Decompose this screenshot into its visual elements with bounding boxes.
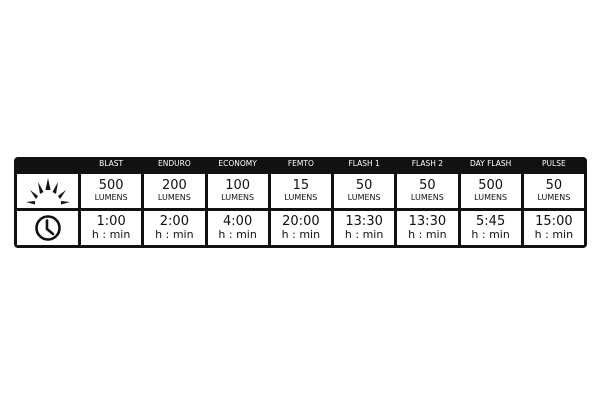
runtime-value: 13:30 bbox=[345, 214, 383, 229]
sun-rays-icon bbox=[25, 178, 70, 205]
runtime-cell: 4:00 h : min bbox=[207, 211, 268, 245]
mode-header: DAY FLASH bbox=[469, 159, 512, 168]
lumens-unit: LUMENS bbox=[157, 193, 191, 202]
lumens-value: 500 bbox=[98, 178, 124, 193]
mode-header: FEMTO bbox=[287, 159, 314, 168]
runtime-cell: 5:45 h : min bbox=[460, 211, 521, 245]
runtime-cell: 15:00 h : min bbox=[523, 211, 584, 245]
brightness-icon-cell bbox=[17, 174, 78, 208]
runtime-cell: 1:00 h : min bbox=[81, 211, 142, 245]
lumens-unit: LUMENS bbox=[347, 193, 381, 202]
lumens-unit: LUMENS bbox=[284, 193, 318, 202]
mode-header: PULSE bbox=[542, 159, 566, 168]
mode-header: BLAST bbox=[99, 159, 124, 168]
lumens-cell: 500 LUMENS bbox=[81, 174, 142, 208]
runtime-value: 20:00 bbox=[282, 214, 320, 229]
light-modes-table: BLAST ENDURO ECONOMY FEMTO FLASH 1 FLASH 2 DAY… bbox=[14, 157, 587, 248]
runtime-cell: 13:30 h : min bbox=[334, 211, 395, 245]
runtime-value: 15:00 bbox=[535, 214, 573, 229]
mode-header: FLASH 2 bbox=[411, 159, 444, 168]
runtime-cell: 13:30 h : min bbox=[397, 211, 458, 245]
lumens-value: 200 bbox=[161, 178, 187, 193]
runtime-unit: h : min bbox=[91, 228, 131, 241]
runtime-unit: h : min bbox=[471, 228, 510, 241]
runtime-value: 5:45 bbox=[476, 214, 506, 229]
lumens-cell: 15 LUMENS bbox=[270, 174, 331, 208]
mode-header: ECONOMY bbox=[218, 159, 257, 168]
runtime-value: 13:30 bbox=[408, 214, 447, 229]
lumens-value: 50 bbox=[545, 178, 563, 193]
runtime-cell: 20:00 h : min bbox=[270, 211, 331, 245]
runtime-unit: h : min bbox=[155, 228, 194, 241]
lumens-cell: 50 LUMENS bbox=[523, 174, 584, 208]
runtime-unit: h : min bbox=[534, 228, 574, 241]
clock-icon bbox=[34, 215, 61, 241]
lumens-value: 100 bbox=[225, 178, 251, 193]
runtime-unit: h : min bbox=[408, 228, 447, 241]
lumens-cell: 100 LUMENS bbox=[207, 174, 268, 208]
runtime-unit: h : min bbox=[218, 228, 257, 241]
lumens-cell: 200 LUMENS bbox=[144, 174, 205, 208]
lumens-cell: 50 LUMENS bbox=[397, 174, 458, 208]
lumens-unit: LUMENS bbox=[94, 193, 128, 202]
lumens-value: 500 bbox=[478, 178, 504, 193]
lumens-cell: 50 LUMENS bbox=[334, 174, 395, 208]
lumens-unit: LUMENS bbox=[221, 193, 255, 202]
lumens-value: 50 bbox=[355, 178, 373, 193]
runtime-unit: h : min bbox=[281, 228, 321, 241]
runtime-cell: 2:00 h : min bbox=[144, 211, 205, 245]
mode-header: ENDURO bbox=[158, 159, 191, 168]
lumens-value: 15 bbox=[292, 178, 310, 193]
runtime-value: 4:00 bbox=[223, 214, 253, 229]
mode-header: FLASH 1 bbox=[348, 159, 380, 168]
lumens-unit: LUMENS bbox=[410, 193, 444, 202]
runtime-value: 2:00 bbox=[159, 214, 189, 229]
runtime-unit: h : min bbox=[344, 228, 384, 241]
lumens-value: 50 bbox=[419, 178, 436, 193]
runtime-icon-cell bbox=[17, 211, 78, 245]
lumens-cell: 500 LUMENS bbox=[460, 174, 521, 208]
runtime-value: 1:00 bbox=[96, 214, 126, 229]
lumens-unit: LUMENS bbox=[537, 193, 571, 202]
lumens-unit: LUMENS bbox=[474, 193, 508, 202]
header-corner bbox=[17, 157, 78, 171]
